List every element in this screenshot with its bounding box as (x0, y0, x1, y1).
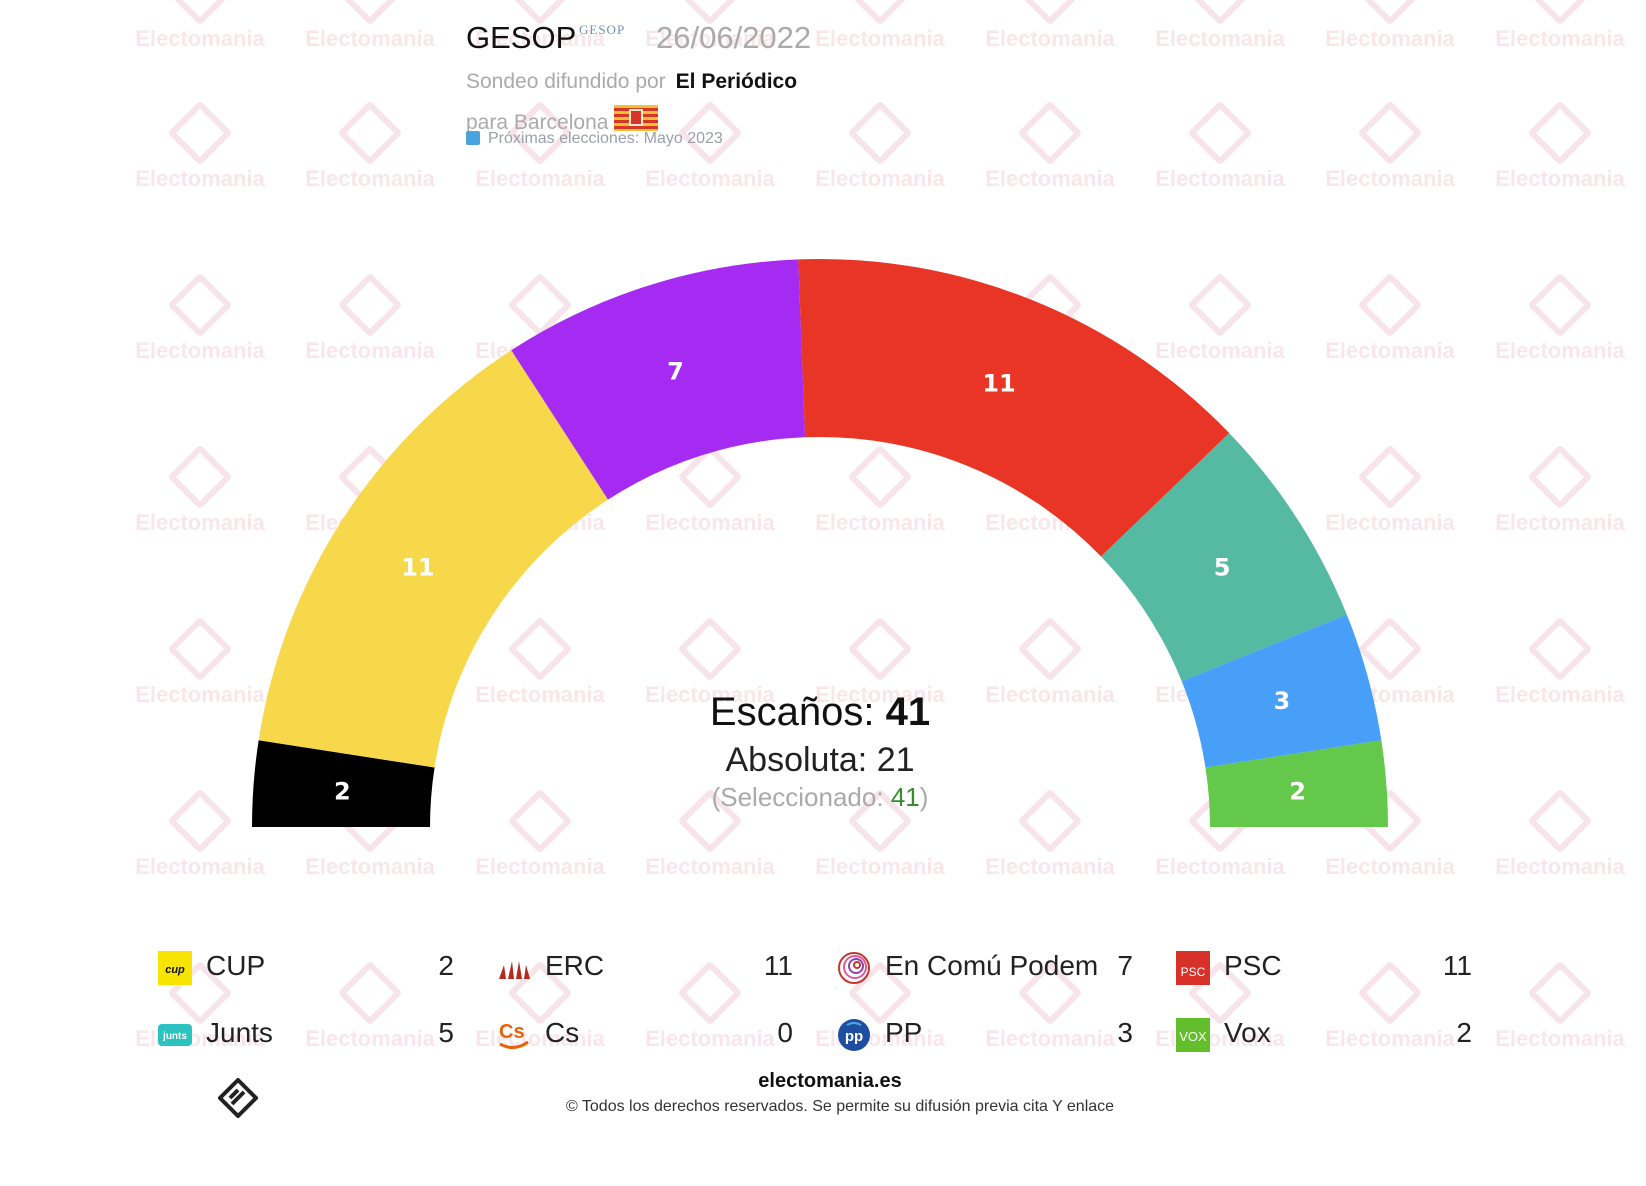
hemicycle-chart: 2 11 7 11 5 3 2 (252, 259, 1388, 827)
poll-date: 26/06/2022 (656, 20, 812, 55)
seats-label: Escaños: (709, 690, 875, 734)
legend-item-psc[interactable]: PSC PSC 11 (1176, 948, 1472, 988)
subtitle-prefix: Sondeo difundido por (466, 70, 666, 93)
selected-prefix: (Seleccionado: (711, 782, 891, 812)
selected-value: 41 (890, 782, 920, 812)
segment-pp[interactable] (1181, 614, 1382, 768)
poll-header: GESOP GESOP 26/06/2022 Sondeo difundido … (466, 18, 1066, 147)
pp-logo-icon: pp (837, 1018, 871, 1052)
footer-site: electomania.es (758, 1070, 902, 1092)
segment-erc[interactable] (798, 259, 1230, 557)
segment-en-comú-podem[interactable] (511, 259, 806, 500)
legend-item-en-comú-podem[interactable]: En Comú Podem 7 (837, 948, 1133, 988)
electomania-logo (218, 1078, 258, 1118)
cup-logo-icon: cup (158, 951, 192, 985)
svg-text:junts: junts (162, 1031, 187, 1042)
legend-party-name: Junts (206, 1017, 273, 1048)
legend-party-seats: 3 (1117, 1017, 1133, 1048)
watermark: Electomania (1480, 960, 1640, 1052)
legend-party-name: CUP (206, 950, 266, 981)
territory: para Barcelona (466, 111, 609, 134)
legend-party-name: Cs (545, 1017, 580, 1048)
legend-party-seats: 11 (1442, 950, 1472, 981)
svg-text:cup: cup (165, 964, 185, 976)
seats-total: 41 (885, 690, 931, 734)
seat-label-pp: 3 (1274, 687, 1291, 715)
legend-party-seats: 0 (777, 1017, 793, 1048)
absolute-majority: Absoluta: 21 (725, 741, 915, 779)
media-name: El Periódico (675, 70, 798, 93)
legend-party-seats: 11 (763, 950, 793, 981)
svg-text:Cs: Cs (499, 1021, 525, 1043)
seat-label-vox: 2 (1289, 777, 1306, 805)
erc-logo-icon (497, 951, 531, 985)
segment-cup[interactable] (252, 740, 435, 827)
legend-party-seats: 2 (1456, 1017, 1472, 1048)
segment-psc[interactable] (1101, 433, 1347, 682)
legend-item-vox[interactable]: VOX Vox 2 (1176, 1015, 1472, 1055)
seat-summary: Escaños: 41 Absoluta: 21 (Seleccionado: … (620, 690, 1020, 813)
seat-label-erc: 11 (982, 370, 1015, 398)
segment-vox[interactable] (1205, 740, 1388, 827)
svg-text:VOX: VOX (1179, 1029, 1207, 1044)
junts-logo-icon: junts (158, 1018, 192, 1052)
pollster-name: GESOP (466, 20, 577, 55)
watermark-mark (1527, 960, 1593, 1026)
psc-logo-icon: PSC (1176, 951, 1210, 985)
seat-label-cup: 2 (334, 777, 351, 805)
pollster-logo: GESOP (579, 22, 626, 37)
legend-party-seats: 7 (1117, 950, 1133, 981)
watermark-text: Electomania (1495, 1026, 1625, 1051)
legend-item-cup[interactable]: cup CUP 2 (158, 948, 454, 988)
legend-item-junts[interactable]: junts Junts 5 (158, 1015, 454, 1055)
cs-logo-icon: Cs (497, 1018, 531, 1052)
seat-label-en-comú-podem: 7 (667, 357, 684, 385)
legend-item-erc[interactable]: ERC 11 (497, 948, 793, 988)
ballot-box-icon (466, 131, 480, 145)
vox-logo-icon: VOX (1176, 1018, 1210, 1052)
comu-logo-icon (837, 951, 871, 985)
legend-party-name: Vox (1224, 1017, 1271, 1048)
barcelona-flag-icon (614, 105, 659, 131)
legend-party-name: PP (885, 1017, 923, 1048)
legend-item-cs[interactable]: Cs Cs 0 (497, 1015, 793, 1055)
next-elections: Próximas elecciones: Mayo 2023 (488, 130, 723, 147)
legend-party-name: PSC (1224, 950, 1282, 981)
legend-party-seats: 5 (438, 1017, 454, 1048)
legend-item-pp[interactable]: pp PP 3 (837, 1015, 1133, 1055)
selected-suffix: ) (919, 782, 929, 812)
seat-label-psc: 5 (1214, 554, 1231, 582)
segment-junts[interactable] (258, 350, 609, 768)
svg-text:pp: pp (845, 1028, 863, 1045)
legend-party-name: En Comú Podem (885, 950, 1099, 981)
seat-label-junts: 11 (401, 554, 434, 582)
svg-text:PSC: PSC (1181, 965, 1206, 979)
legend-party-seats: 2 (438, 950, 454, 981)
footer-copyright: © Todos los derechos reservados. Se perm… (565, 1098, 1115, 1115)
legend-party-name: ERC (545, 950, 605, 981)
